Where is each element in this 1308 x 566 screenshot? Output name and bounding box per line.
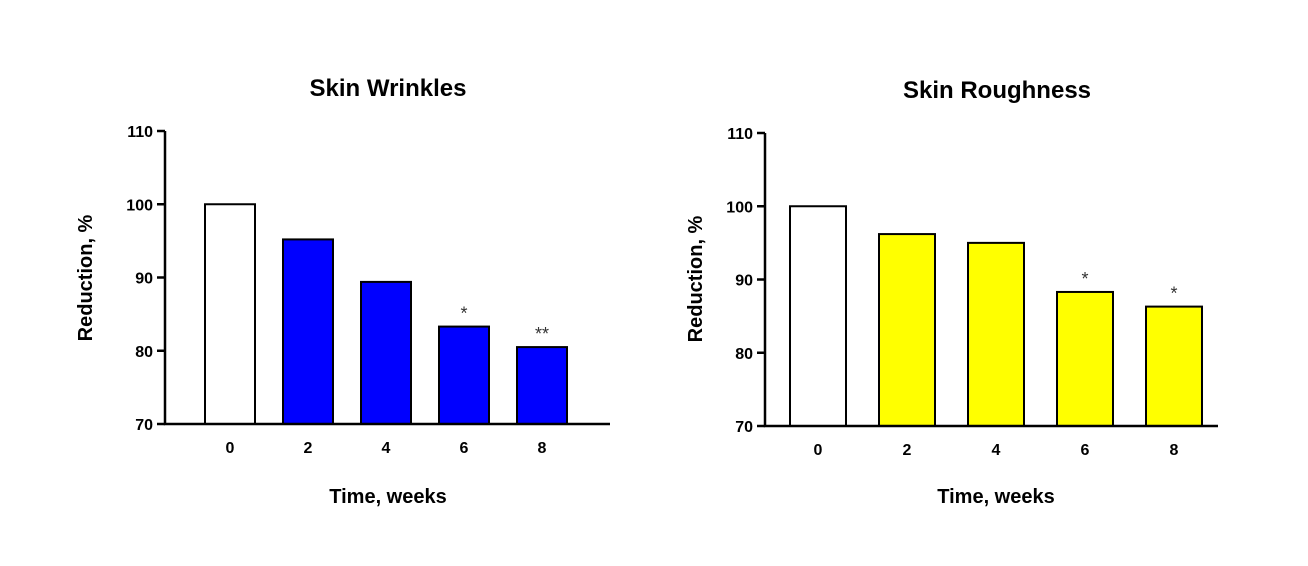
chart-panel-skin-roughness: Skin Roughness Time, weeks Reduction, % … (685, 77, 1218, 508)
x-tick-label: 2 (903, 442, 912, 459)
bar-2-weeks (282, 238, 334, 425)
x-tick-label: 6 (1081, 442, 1090, 459)
bar-0-weeks (789, 205, 847, 427)
x-tick-group: 0 2 4 6 8 (814, 442, 1179, 459)
y-axis-label: Reduction, % (685, 215, 707, 342)
y-tick-label: 110 (727, 126, 753, 143)
chart-title: Skin Wrinkles (310, 75, 467, 102)
y-tick-label: 100 (126, 197, 153, 214)
y-tick-label: 100 (726, 199, 753, 216)
x-tick-label: 0 (814, 442, 823, 459)
significance-annotation: * (1170, 284, 1177, 304)
x-tick-label: 8 (538, 440, 547, 457)
x-tick-label: 4 (382, 440, 391, 457)
bar-group (789, 205, 1203, 428)
x-tick-group: 0 2 4 6 8 (226, 440, 547, 457)
bar-8-weeks (516, 346, 568, 425)
significance-annotation: * (1081, 269, 1088, 289)
y-tick-label: 90 (735, 273, 753, 290)
x-tick-label: 0 (226, 440, 235, 457)
x-axis-label: Time, weeks (329, 486, 446, 508)
y-tick-group: 70 80 90 100 110 (126, 124, 165, 434)
bar-6-weeks (1056, 290, 1114, 428)
y-tick-label: 90 (135, 271, 153, 288)
annotation-group: *** (460, 304, 549, 345)
y-tick-label: 110 (127, 124, 153, 141)
y-tick-label: 80 (135, 344, 153, 361)
bar-4-weeks (360, 280, 412, 425)
significance-annotation: ** (535, 324, 549, 344)
bar-4-weeks (967, 241, 1025, 427)
bar-8-weeks (1145, 305, 1203, 428)
bar-2-weeks (878, 233, 936, 427)
x-tick-label: 8 (1170, 442, 1179, 459)
x-tick-label: 4 (992, 442, 1001, 459)
y-tick-group: 70 80 90 100 110 (726, 126, 765, 436)
x-tick-label: 6 (460, 440, 469, 457)
y-tick-label: 70 (735, 419, 753, 436)
bar-0-weeks (204, 203, 256, 425)
bar-6-weeks (438, 325, 490, 426)
annotation-group: ** (1081, 269, 1177, 304)
y-tick-label: 70 (135, 417, 153, 434)
bar-group (204, 203, 568, 426)
y-axis-label: Reduction, % (75, 214, 97, 341)
y-tick-label: 80 (735, 346, 753, 363)
significance-annotation: * (460, 304, 467, 324)
chart-panel-skin-wrinkles: Skin Wrinkles Time, weeks Reduction, % *… (75, 75, 610, 508)
chart-title: Skin Roughness (903, 77, 1091, 104)
x-axis-label: Time, weeks (937, 486, 1054, 508)
x-tick-label: 2 (304, 440, 313, 457)
